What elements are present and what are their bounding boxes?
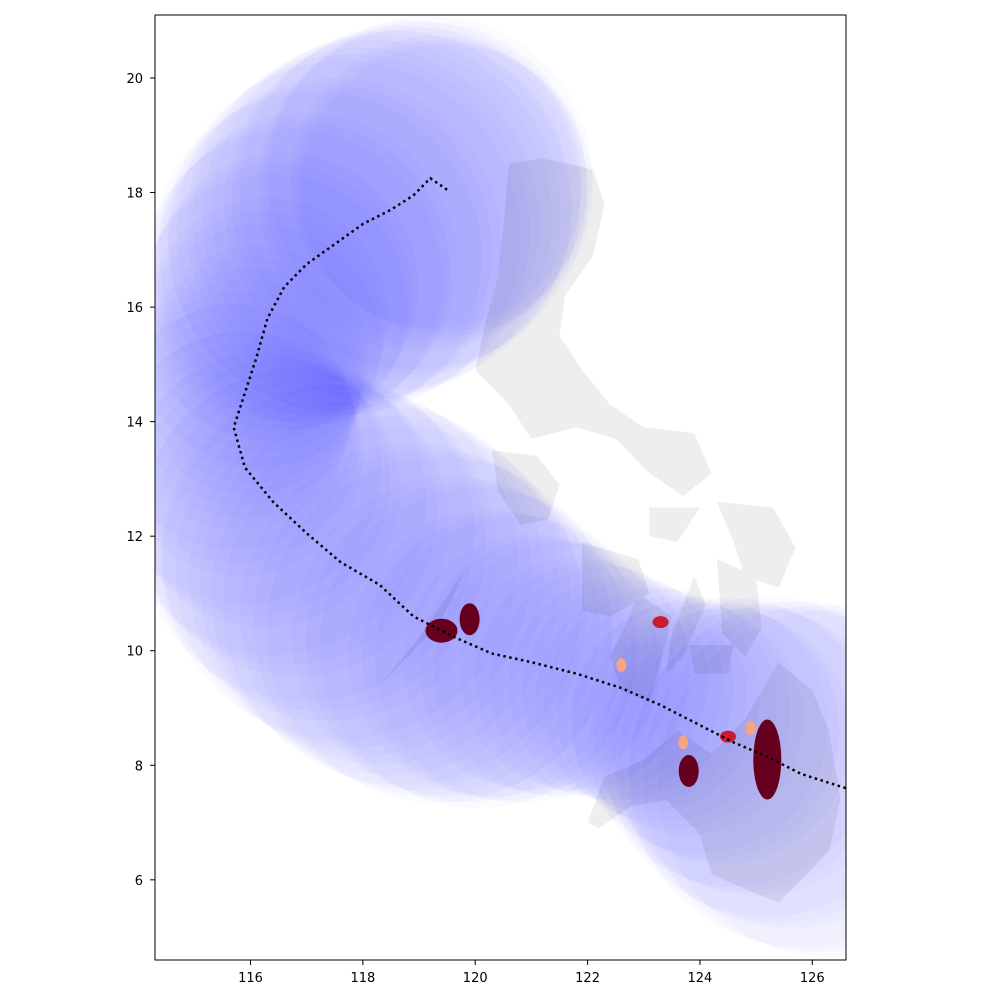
y-tick-label: 8 xyxy=(135,759,143,774)
affected-area-palawan-islet xyxy=(459,603,480,636)
x-tick-label: 124 xyxy=(688,971,713,986)
landmass-mindoro xyxy=(492,450,560,525)
affected-area-bukidnon xyxy=(753,719,782,800)
affected-area-negros-area xyxy=(616,658,627,672)
x-tick-label: 122 xyxy=(575,971,600,986)
affected-area-bukidnon-north xyxy=(745,721,756,735)
landmass-luzon xyxy=(475,158,712,497)
affected-area-zamboanga-area xyxy=(678,755,699,787)
affected-area-panay-area xyxy=(652,616,669,629)
impact-layer xyxy=(425,603,782,800)
x-axis: 116 118 120 122 124 126 xyxy=(238,960,825,986)
x-tick-label: 120 xyxy=(463,971,488,986)
landmass-bohol xyxy=(688,645,734,674)
landmass-mindanao xyxy=(587,662,841,903)
landmass-samar xyxy=(716,501,796,588)
affected-area-misamis-area xyxy=(678,735,689,750)
y-tick-label: 20 xyxy=(126,72,143,87)
plot-area xyxy=(232,158,1000,956)
y-tick-label: 14 xyxy=(126,416,143,431)
y-tick-label: 6 xyxy=(135,874,143,889)
landmass-masbate xyxy=(649,507,700,542)
y-tick-label: 12 xyxy=(126,530,143,545)
wind-buffer-circle xyxy=(658,610,1000,956)
y-axis: 6 8 10 12 14 16 18 20 xyxy=(126,72,155,889)
y-tick-label: 18 xyxy=(126,187,143,202)
y-tick-label: 10 xyxy=(126,645,143,660)
affected-area-palawan-north xyxy=(425,618,458,643)
affected-area-misamis-oriental xyxy=(720,730,736,743)
x-tick-label: 118 xyxy=(350,971,375,986)
landmass-cebu xyxy=(666,576,706,674)
x-tick-label: 126 xyxy=(800,971,825,986)
landmass-leyte xyxy=(716,559,762,657)
y-tick-label: 16 xyxy=(126,301,143,316)
plot-frame xyxy=(154,14,847,961)
landmass-panay xyxy=(582,541,650,617)
x-tick-label: 116 xyxy=(238,971,263,986)
